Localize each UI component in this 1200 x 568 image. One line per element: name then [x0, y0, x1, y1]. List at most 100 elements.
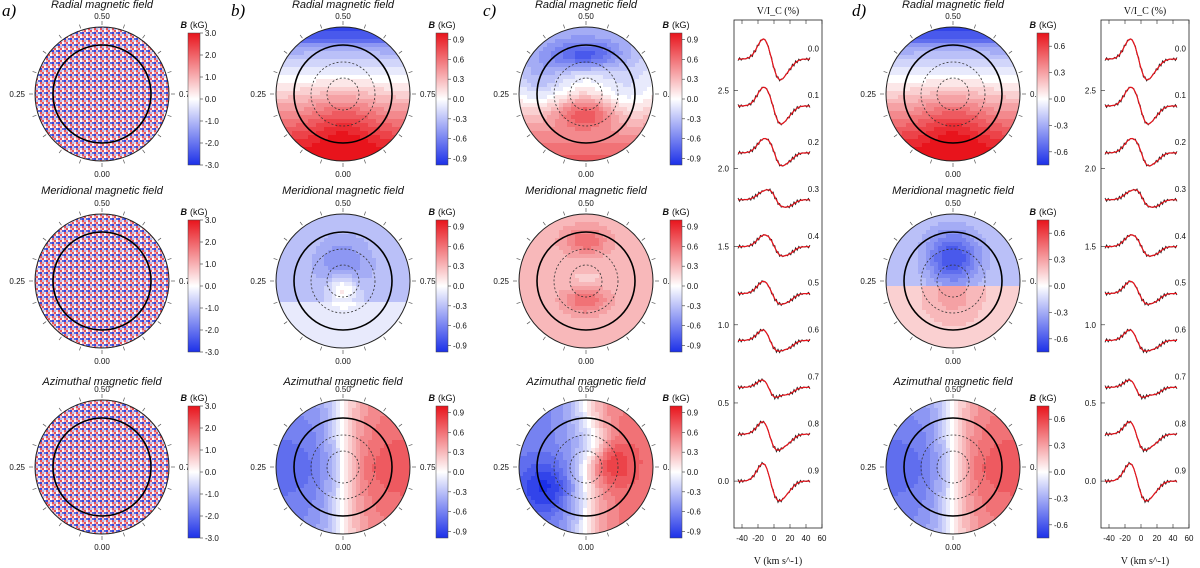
map-cell	[563, 103, 568, 108]
map-cell	[635, 286, 640, 291]
map-cell	[352, 258, 357, 263]
map-cell	[364, 520, 369, 525]
map-cell	[284, 302, 289, 307]
map-cell	[384, 131, 389, 136]
map-cell	[535, 47, 540, 52]
map-cell	[535, 262, 540, 267]
map-cell	[344, 39, 349, 44]
map-cell	[328, 258, 333, 263]
map-cell	[563, 274, 568, 279]
map-cell	[380, 87, 385, 92]
map-cell	[591, 222, 596, 227]
map-cell	[304, 39, 309, 44]
map-cell	[392, 468, 397, 473]
map-cell	[340, 250, 345, 255]
map-cell	[304, 330, 309, 335]
map-cell	[527, 103, 532, 108]
map-cell	[360, 528, 365, 533]
map-cell	[300, 294, 305, 299]
map-cell	[332, 468, 337, 473]
map-cell	[288, 294, 293, 299]
map-cell	[308, 238, 313, 243]
phase-tick	[157, 321, 162, 325]
map-cell	[635, 274, 640, 279]
map-cell	[312, 35, 317, 40]
map-cell	[328, 432, 333, 437]
map-cell	[591, 123, 596, 128]
map-cell	[627, 79, 632, 84]
map-cell	[348, 127, 353, 132]
map-cell	[344, 238, 349, 243]
map-cell	[372, 226, 377, 231]
map-cell	[340, 334, 345, 339]
map-cell	[324, 246, 329, 251]
map-cell	[368, 468, 373, 473]
map-cell	[567, 115, 572, 120]
map-cell	[559, 250, 564, 255]
map-cell	[352, 322, 357, 327]
phase-tick	[142, 522, 146, 527]
map-cell	[332, 338, 337, 343]
map-cell	[531, 119, 536, 124]
map-cell	[344, 262, 349, 267]
map-cell	[284, 476, 289, 481]
map-cell	[384, 416, 389, 421]
map-cell	[563, 51, 568, 56]
map-cell	[376, 242, 381, 247]
map-cell	[543, 135, 548, 140]
map-cell	[368, 310, 373, 315]
map-cell	[595, 302, 600, 307]
map-cell	[320, 294, 325, 299]
map-cell	[567, 139, 572, 144]
phase-tick	[398, 134, 403, 138]
phase-tick	[273, 258, 278, 261]
map-cell	[615, 35, 620, 40]
map-cell	[300, 87, 305, 92]
map-cell	[603, 31, 608, 36]
map-cell	[372, 472, 377, 477]
map-cell	[368, 492, 373, 497]
map-cell	[328, 504, 333, 509]
map-cell	[360, 107, 365, 112]
map-cell	[292, 75, 297, 80]
map-cell	[288, 298, 293, 303]
map-cell	[523, 95, 528, 100]
map-cell	[312, 71, 317, 76]
map-cell	[396, 115, 401, 120]
map-cell	[539, 274, 544, 279]
map-cell	[292, 298, 297, 303]
map-cell	[623, 306, 628, 311]
map-cell	[296, 468, 301, 473]
map-cell	[336, 408, 341, 413]
map-cell	[396, 258, 401, 263]
map-cell	[324, 47, 329, 52]
map-cell	[312, 330, 317, 335]
map-cell	[380, 262, 385, 267]
map-cell	[364, 432, 369, 437]
map-cell	[304, 270, 309, 275]
map-cell	[571, 119, 576, 124]
map-cell	[292, 242, 297, 247]
map-cell	[531, 99, 536, 104]
map-cell	[651, 83, 653, 88]
map-cell	[348, 500, 353, 505]
map-cell	[348, 71, 353, 76]
map-cell	[571, 250, 576, 255]
map-cell	[400, 67, 405, 72]
map-cell	[292, 318, 297, 323]
map-cell	[579, 99, 584, 104]
map-cell	[579, 238, 584, 243]
colorbar-c-radial: B (kG)0.90.60.30.0-0.3-0.6-0.9	[663, 20, 701, 166]
map-cell	[380, 131, 385, 136]
map-cell	[384, 103, 389, 108]
map-cell	[567, 67, 572, 72]
map-cell	[567, 111, 572, 116]
map-cell	[368, 95, 373, 100]
map-cell	[288, 111, 293, 116]
map-cell	[368, 290, 373, 295]
map-cell	[356, 476, 361, 481]
map-cell	[607, 238, 612, 243]
map-cell	[304, 302, 309, 307]
map-cell	[635, 298, 640, 303]
map-cell	[340, 31, 345, 36]
